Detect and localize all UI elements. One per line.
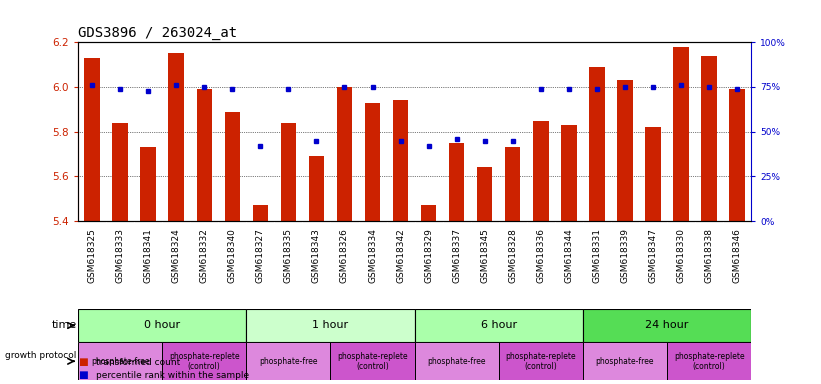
Text: growth protocol: growth protocol (5, 351, 76, 360)
Bar (589, 67, 604, 221)
Text: GSM618330: GSM618330 (677, 228, 686, 283)
Bar (140, 147, 156, 221)
Bar (365, 103, 380, 221)
Bar (337, 87, 352, 221)
Bar (196, 89, 212, 221)
Bar (701, 56, 717, 221)
Text: GSM618333: GSM618333 (116, 228, 125, 283)
Text: GSM618346: GSM618346 (732, 228, 741, 283)
Text: phosphate-free: phosphate-free (259, 357, 318, 366)
Text: GSM618325: GSM618325 (88, 228, 97, 283)
Text: GSM618329: GSM618329 (424, 228, 433, 283)
Text: GSM618343: GSM618343 (312, 228, 321, 283)
Bar (421, 205, 436, 221)
Bar (667, 343, 751, 380)
Text: GSM618335: GSM618335 (284, 228, 293, 283)
Bar (583, 343, 667, 380)
Text: transformed count: transformed count (96, 358, 181, 367)
Text: 24 hour: 24 hour (645, 321, 689, 331)
Bar (617, 80, 633, 221)
Bar (330, 343, 415, 380)
Text: GSM618336: GSM618336 (536, 228, 545, 283)
Bar (533, 121, 548, 221)
Text: phosphate-replete
(control): phosphate-replete (control) (506, 352, 576, 371)
Text: 0 hour: 0 hour (144, 321, 181, 331)
Text: GDS3896 / 263024_at: GDS3896 / 263024_at (78, 26, 237, 40)
Bar (562, 125, 576, 221)
Text: GSM618344: GSM618344 (564, 228, 573, 283)
Bar (673, 47, 689, 221)
Bar (78, 309, 246, 343)
Bar (645, 127, 661, 221)
Text: GSM618341: GSM618341 (144, 228, 153, 283)
Text: GSM618345: GSM618345 (480, 228, 489, 283)
Bar (505, 147, 521, 221)
Text: GSM618327: GSM618327 (256, 228, 265, 283)
Bar (112, 123, 128, 221)
Text: ■: ■ (78, 370, 88, 380)
Bar (163, 343, 246, 380)
Text: GSM618324: GSM618324 (172, 228, 181, 283)
Text: ■: ■ (78, 357, 88, 367)
Text: GSM618338: GSM618338 (704, 228, 713, 283)
Bar (85, 58, 99, 221)
Text: phosphate-replete
(control): phosphate-replete (control) (169, 352, 240, 371)
Bar (477, 167, 493, 221)
Bar (309, 156, 324, 221)
Bar (415, 343, 499, 380)
Text: phosphate-replete
(control): phosphate-replete (control) (674, 352, 745, 371)
Bar (253, 205, 268, 221)
Bar (499, 343, 583, 380)
Bar (393, 100, 408, 221)
Bar (730, 89, 745, 221)
Bar (449, 143, 465, 221)
Bar (168, 53, 184, 221)
Text: GSM618347: GSM618347 (649, 228, 658, 283)
Text: GSM618326: GSM618326 (340, 228, 349, 283)
Text: GSM618331: GSM618331 (593, 228, 602, 283)
Text: GSM618337: GSM618337 (452, 228, 461, 283)
Text: GSM618342: GSM618342 (396, 228, 405, 283)
Text: phosphate-free: phosphate-free (428, 357, 486, 366)
Text: GSM618328: GSM618328 (508, 228, 517, 283)
Text: GSM618332: GSM618332 (200, 228, 209, 283)
Text: GSM618340: GSM618340 (227, 228, 236, 283)
Text: 6 hour: 6 hour (480, 321, 517, 331)
Bar (246, 343, 331, 380)
Bar (583, 309, 751, 343)
Text: percentile rank within the sample: percentile rank within the sample (96, 371, 250, 380)
Bar (415, 309, 583, 343)
Bar (246, 309, 415, 343)
Bar (281, 123, 296, 221)
Text: phosphate-free: phosphate-free (596, 357, 654, 366)
Text: 1 hour: 1 hour (312, 321, 349, 331)
Text: phosphate-replete
(control): phosphate-replete (control) (337, 352, 408, 371)
Text: GSM618334: GSM618334 (368, 228, 377, 283)
Text: time: time (52, 321, 76, 331)
Text: GSM618339: GSM618339 (621, 228, 630, 283)
Text: phosphate-free: phosphate-free (91, 357, 149, 366)
Bar (78, 343, 163, 380)
Bar (225, 112, 240, 221)
